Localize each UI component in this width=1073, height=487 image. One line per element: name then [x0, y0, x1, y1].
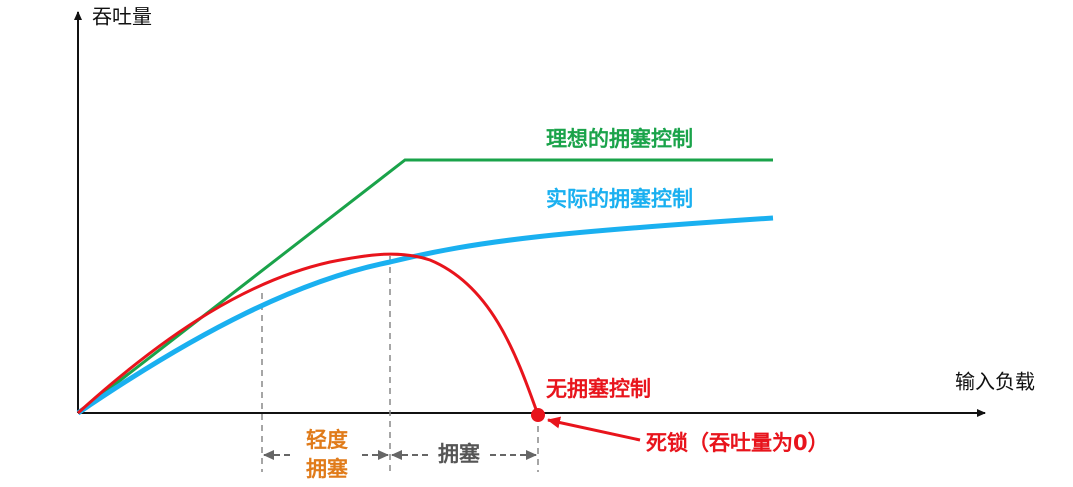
actual-curve	[76, 215, 774, 416]
y-axis-label: 吞吐量	[92, 5, 152, 29]
x-axis-label: 输入负载	[955, 370, 1035, 394]
no-control-label: 无拥塞控制	[546, 377, 651, 401]
no-control-curve	[76, 252, 540, 416]
light-congestion-label: 拥塞	[306, 457, 349, 481]
deadlock-arrow	[547, 416, 641, 442]
guides	[261, 256, 539, 472]
light-congestion-label: 轻度	[306, 428, 348, 452]
actual-label: 实际的拥塞控制	[546, 187, 693, 211]
deadlock-label: 死锁（吞吐量为0）	[646, 431, 829, 455]
deadlock-point	[531, 408, 545, 422]
ideal-label: 理想的拥塞控制	[546, 127, 693, 151]
ideal-curve	[77, 158, 773, 415]
congestion-label: 拥塞	[438, 442, 481, 466]
